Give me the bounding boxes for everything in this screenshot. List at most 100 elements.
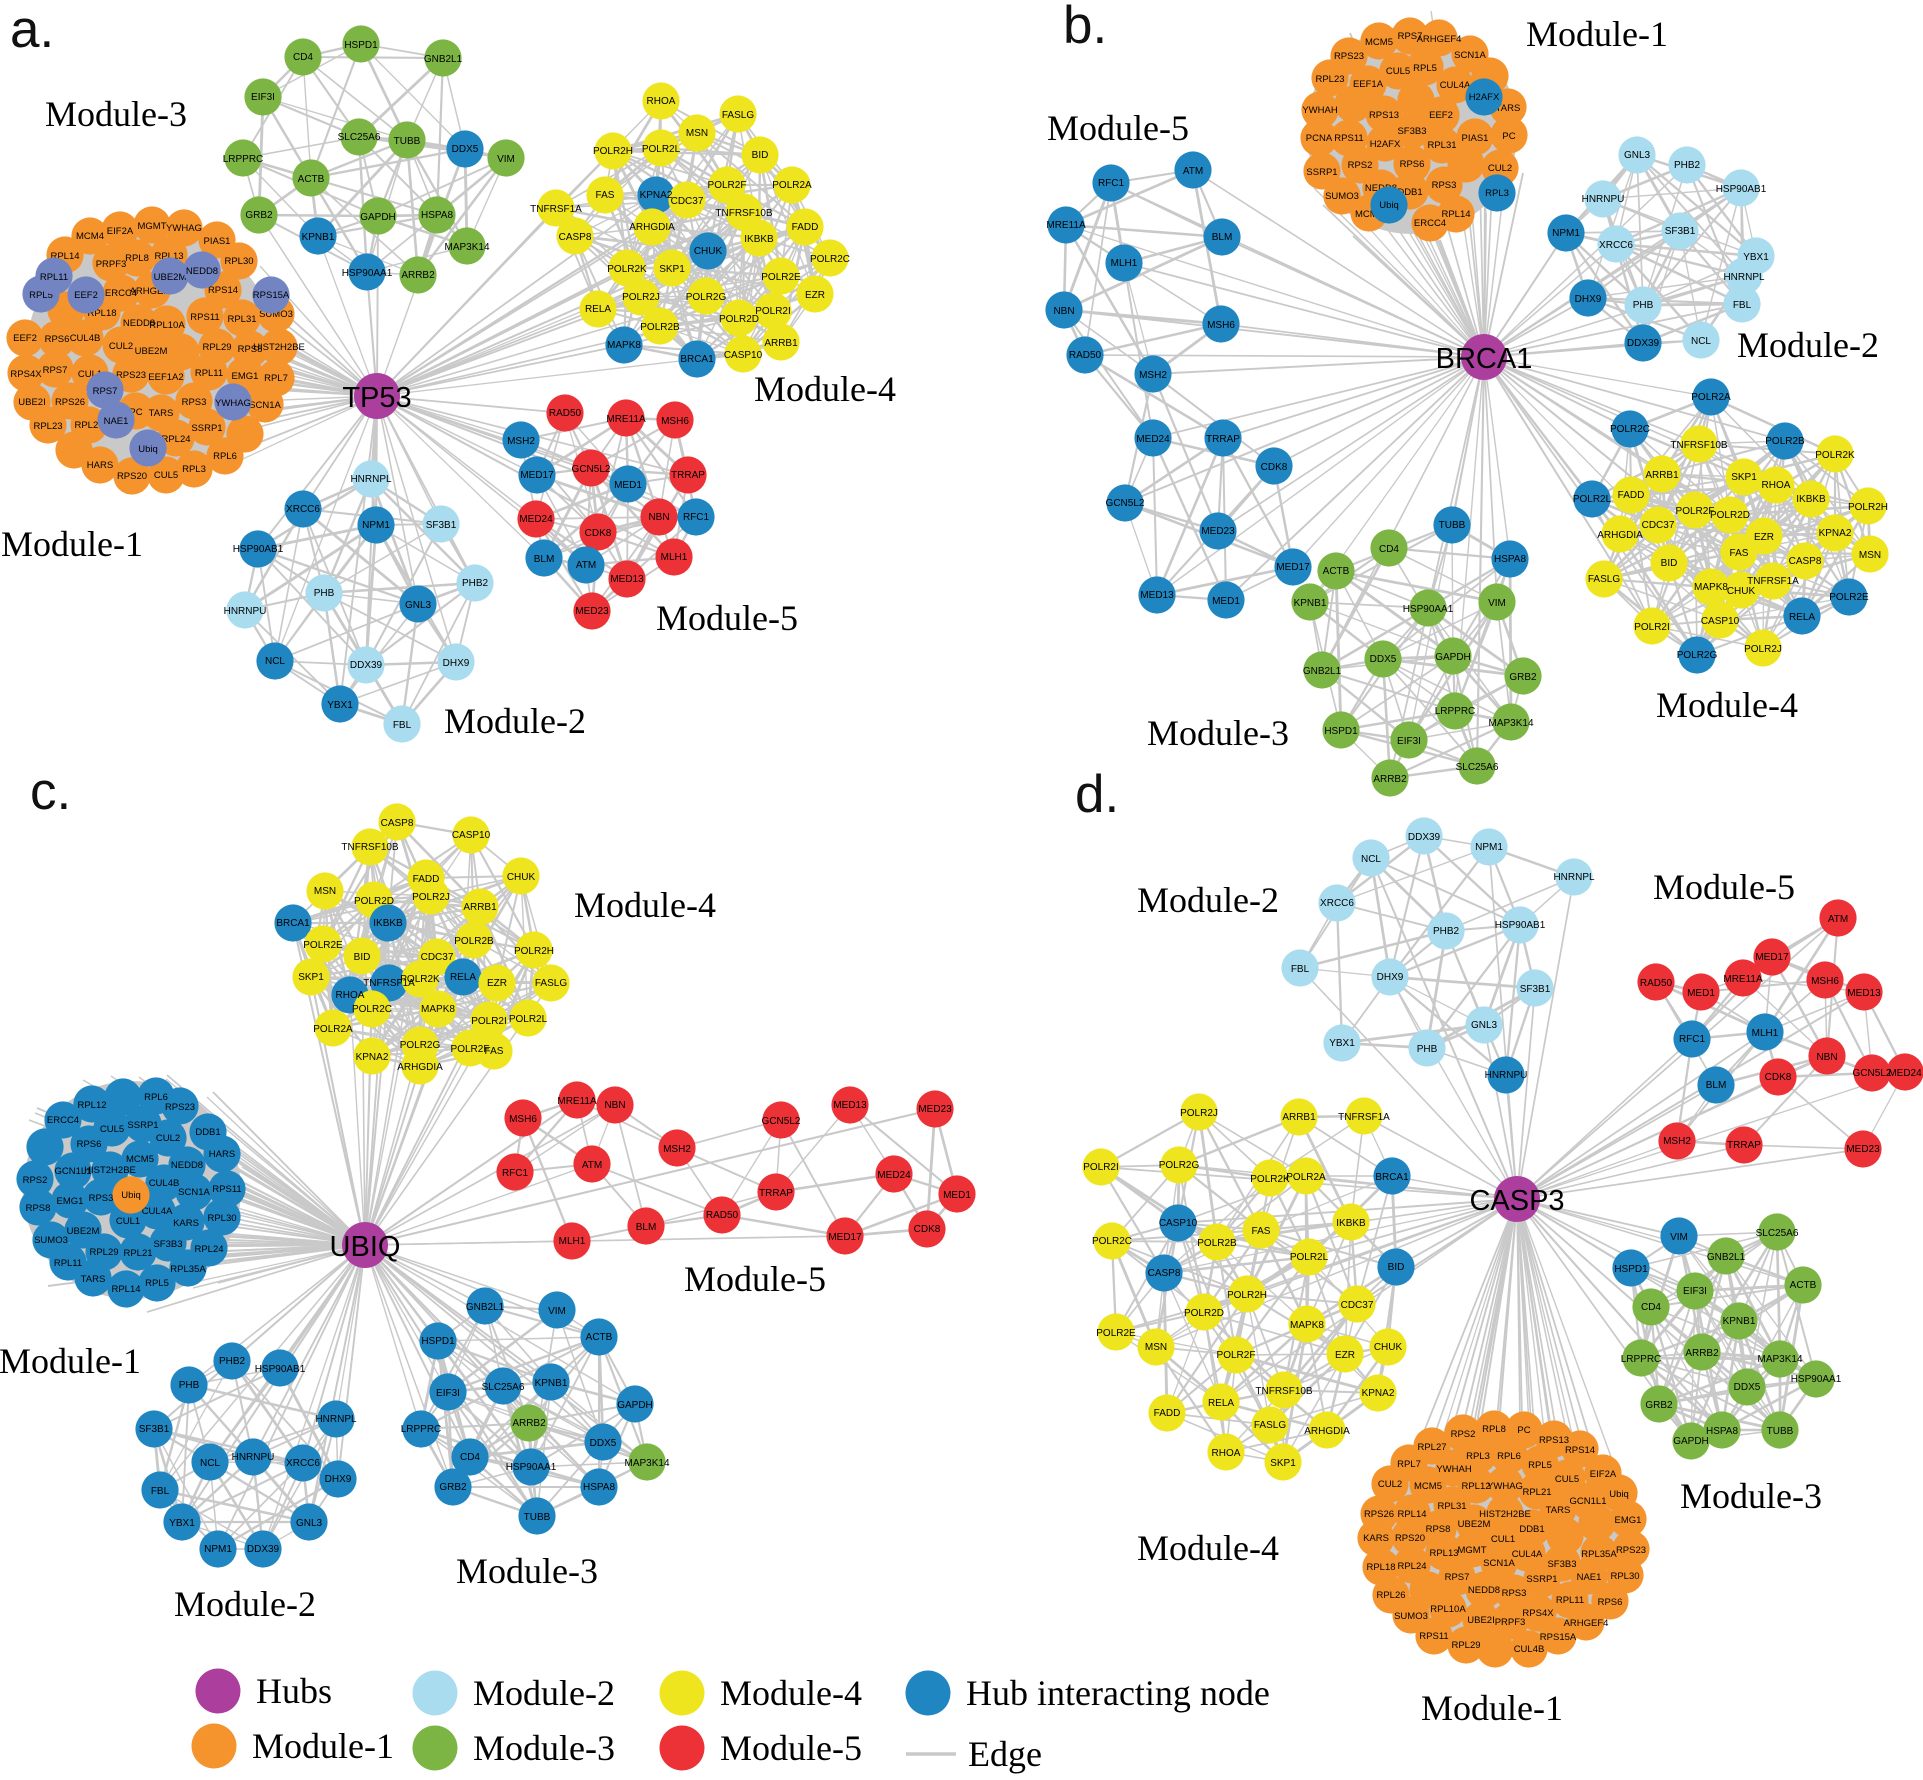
svg-text:POLR2D: POLR2D	[354, 896, 394, 907]
svg-text:RPL7: RPL7	[1397, 1459, 1421, 1470]
svg-text:CASP10: CASP10	[1701, 616, 1740, 627]
svg-text:CASP8: CASP8	[1148, 1268, 1181, 1279]
svg-text:KPNA2: KPNA2	[640, 190, 673, 201]
svg-text:HSP90AA1: HSP90AA1	[342, 268, 393, 279]
svg-text:FBL: FBL	[393, 720, 412, 731]
svg-text:EEF1A2: EEF1A2	[148, 372, 183, 383]
svg-text:CASP8: CASP8	[559, 232, 592, 243]
svg-text:GNB2L1: GNB2L1	[466, 1302, 505, 1313]
svg-text:PHB: PHB	[1633, 300, 1654, 311]
svg-text:POLR2H: POLR2H	[514, 946, 554, 957]
svg-text:RPL31: RPL31	[227, 314, 256, 325]
svg-text:GRB2: GRB2	[1509, 672, 1537, 683]
svg-text:ATM: ATM	[576, 560, 596, 571]
svg-text:HNRNPU: HNRNPU	[224, 606, 267, 617]
svg-text:HSP90AB1: HSP90AB1	[255, 1364, 306, 1375]
svg-text:YBX1: YBX1	[1329, 1038, 1355, 1049]
svg-text:IKBKB: IKBKB	[1336, 1218, 1366, 1229]
svg-text:MSN: MSN	[686, 128, 708, 139]
svg-text:POLR2B: POLR2B	[454, 936, 494, 947]
svg-text:RPL35A: RPL35A	[1581, 1549, 1617, 1560]
svg-text:MLH1: MLH1	[559, 1236, 586, 1247]
svg-text:PCNA: PCNA	[1306, 133, 1333, 144]
svg-text:Ubiq: Ubiq	[121, 1190, 141, 1201]
svg-text:TNFRSF1A: TNFRSF1A	[1747, 576, 1799, 587]
svg-text:TNFRSF10B: TNFRSF10B	[1670, 440, 1728, 451]
svg-text:BLM: BLM	[534, 554, 555, 565]
svg-text:RPS6: RPS6	[1598, 1597, 1623, 1608]
svg-text:Module-5: Module-5	[1653, 867, 1795, 907]
svg-text:RPS26: RPS26	[1364, 1509, 1394, 1520]
svg-text:TNFRSF1A: TNFRSF1A	[363, 978, 415, 989]
svg-text:BLM: BLM	[1212, 232, 1233, 243]
svg-text:FASLG: FASLG	[535, 978, 567, 989]
svg-text:Module-1: Module-1	[1, 524, 143, 564]
svg-text:CHUK: CHUK	[1374, 1342, 1403, 1353]
svg-text:FASLG: FASLG	[1588, 574, 1620, 585]
svg-text:MSH6: MSH6	[661, 416, 689, 427]
svg-text:RPL11: RPL11	[40, 272, 68, 283]
svg-text:HNRNPU: HNRNPU	[1485, 1070, 1528, 1081]
svg-text:SLC25A6: SLC25A6	[1756, 1228, 1799, 1239]
svg-text:MED1: MED1	[1687, 988, 1715, 999]
svg-text:MED24: MED24	[1888, 1068, 1922, 1079]
svg-text:TNFRSF10B: TNFRSF10B	[715, 208, 773, 219]
svg-text:RPL12: RPL12	[1461, 1481, 1490, 1492]
svg-text:MED1: MED1	[614, 480, 642, 491]
svg-text:UBE2M: UBE2M	[135, 346, 168, 357]
svg-text:CUL4B: CUL4B	[1514, 1644, 1545, 1655]
svg-text:HSPA8: HSPA8	[1706, 1426, 1738, 1437]
svg-text:FAS: FAS	[1252, 1226, 1271, 1237]
svg-text:Module-4: Module-4	[754, 369, 896, 409]
svg-text:HSP90AA1: HSP90AA1	[506, 1462, 557, 1473]
svg-text:RPL29: RPL29	[1451, 1640, 1480, 1651]
svg-text:MED1: MED1	[1212, 596, 1240, 607]
svg-text:CD4: CD4	[1379, 544, 1399, 555]
svg-text:ATM: ATM	[582, 1160, 602, 1171]
svg-text:MLH1: MLH1	[1111, 258, 1138, 269]
svg-text:SKP1: SKP1	[659, 264, 685, 275]
svg-text:MED17: MED17	[1276, 562, 1310, 573]
svg-text:SUMO3: SUMO3	[1325, 191, 1359, 202]
svg-text:d.: d.	[1075, 765, 1119, 824]
svg-text:GNB2L1: GNB2L1	[424, 54, 463, 65]
svg-text:POLR2J: POLR2J	[412, 892, 450, 903]
svg-text:TP53: TP53	[342, 382, 411, 414]
svg-text:HSPD1: HSPD1	[1324, 726, 1358, 737]
svg-text:RPS23: RPS23	[1334, 51, 1364, 62]
svg-text:POLR2A: POLR2A	[1691, 392, 1731, 403]
svg-text:FBL: FBL	[151, 1486, 170, 1497]
svg-text:Module-4: Module-4	[720, 1673, 862, 1713]
svg-text:RPS4X: RPS4X	[10, 369, 42, 380]
svg-text:RPS15A: RPS15A	[1540, 1632, 1577, 1643]
svg-text:XRCC6: XRCC6	[1599, 240, 1633, 251]
svg-text:DHX9: DHX9	[1575, 294, 1602, 305]
svg-text:CDK8: CDK8	[1765, 1072, 1792, 1083]
svg-text:TRRAP: TRRAP	[671, 470, 705, 481]
svg-text:RPS3: RPS3	[89, 1193, 114, 1204]
svg-text:ARRB1: ARRB1	[463, 902, 497, 913]
svg-text:Ubiq: Ubiq	[1379, 200, 1399, 211]
svg-text:UBIQ: UBIQ	[330, 1231, 401, 1263]
svg-text:XRCC6: XRCC6	[286, 1458, 320, 1469]
svg-text:Module-4: Module-4	[1137, 1528, 1279, 1568]
svg-text:ATM: ATM	[1183, 166, 1203, 177]
svg-text:MAP3K14: MAP3K14	[1757, 1354, 1802, 1365]
svg-text:IKBKB: IKBKB	[744, 234, 774, 245]
svg-text:RPL14: RPL14	[1441, 209, 1470, 220]
svg-text:SF3B1: SF3B1	[1520, 984, 1551, 995]
svg-text:DDX5: DDX5	[590, 1438, 617, 1449]
svg-text:POLR2G: POLR2G	[1159, 1160, 1200, 1171]
svg-text:SCN1A: SCN1A	[178, 1187, 210, 1198]
svg-text:POLR2H: POLR2H	[1848, 502, 1888, 513]
svg-text:GNL3: GNL3	[296, 1518, 323, 1529]
svg-text:MRE11A: MRE11A	[1046, 220, 1086, 231]
svg-text:MED13: MED13	[1847, 988, 1881, 999]
svg-text:CDC37: CDC37	[421, 952, 454, 963]
svg-text:ARHGDIA: ARHGDIA	[1304, 1426, 1350, 1437]
svg-text:Edge: Edge	[968, 1734, 1042, 1774]
svg-text:POLR2C: POLR2C	[352, 1004, 392, 1015]
svg-text:RPL18: RPL18	[87, 308, 116, 319]
svg-text:RPS3: RPS3	[1502, 1588, 1527, 1599]
svg-text:CHUK: CHUK	[1727, 586, 1756, 597]
